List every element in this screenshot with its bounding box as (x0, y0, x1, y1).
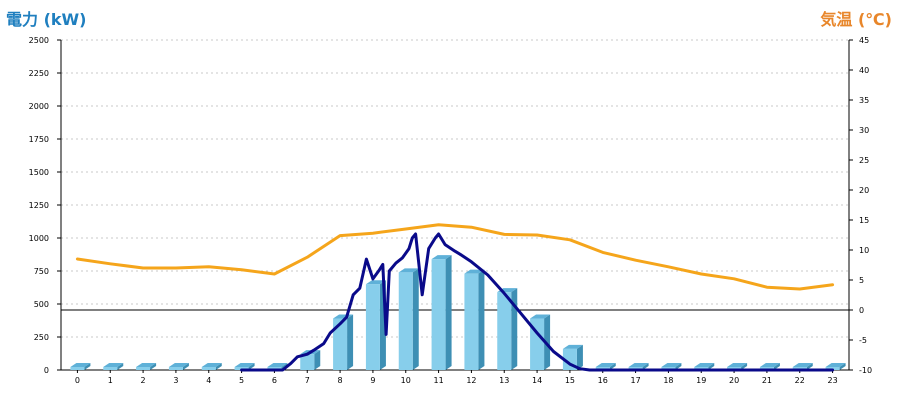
left-tick-label: 1500 (29, 168, 49, 177)
x-tick-label: 23 (827, 376, 837, 385)
left-tick-label: 2500 (29, 36, 49, 45)
x-tick-label: 6 (272, 376, 277, 385)
bar (234, 363, 255, 370)
x-tick-label: 18 (663, 376, 673, 385)
left-tick-label: 250 (34, 333, 49, 342)
x-tick-label: 10 (401, 376, 411, 385)
bar (464, 269, 485, 370)
x-tick-label: 12 (466, 376, 476, 385)
x-tick-label: 7 (305, 376, 310, 385)
x-tick-label: 1 (108, 376, 113, 385)
power-line (240, 232, 835, 372)
right-tick-label: -5 (859, 336, 867, 345)
right-tick-label: 25 (859, 156, 869, 165)
x-tick-label: 13 (499, 376, 509, 385)
left-tick-label: 0 (44, 366, 49, 375)
x-tick-label: 2 (141, 376, 146, 385)
right-axis-title: 気温 (℃) (820, 10, 892, 29)
left-tick-label: 1000 (29, 234, 49, 243)
x-tick-label: 15 (565, 376, 575, 385)
bar (201, 363, 222, 370)
right-tick-label: 15 (859, 216, 869, 225)
x-tick-label: 17 (630, 376, 640, 385)
bar (168, 363, 189, 370)
bar (136, 363, 157, 370)
x-tick-label: 0 (75, 376, 80, 385)
bar (70, 363, 91, 370)
right-tick-label: 35 (859, 96, 869, 105)
right-tick-label: 10 (859, 246, 869, 255)
x-tick-label: 21 (762, 376, 772, 385)
left-tick-label: 1750 (29, 135, 49, 144)
x-tick-label: 20 (729, 376, 739, 385)
right-tick-label: 20 (859, 186, 869, 195)
temperature-line (75, 223, 835, 291)
x-tick-label: 16 (598, 376, 608, 385)
right-tick-label: 45 (859, 36, 869, 45)
x-tick-label: 19 (696, 376, 706, 385)
left-tick-label: 2250 (29, 69, 49, 78)
bar (398, 268, 419, 370)
x-tick-label: 8 (338, 376, 343, 385)
left-tick-label: 750 (34, 267, 49, 276)
x-tick-label: 22 (795, 376, 805, 385)
right-tick-label: 40 (859, 66, 869, 75)
left-tick-label: 1250 (29, 201, 49, 210)
bar (300, 350, 321, 370)
x-tick-label: 14 (532, 376, 542, 385)
left-tick-label: 2000 (29, 102, 49, 111)
right-tick-label: -10 (859, 366, 872, 375)
bar (103, 363, 124, 370)
bar (431, 255, 452, 370)
right-tick-label: 0 (859, 306, 864, 315)
bar (497, 288, 518, 370)
x-tick-label: 3 (173, 376, 178, 385)
right-tick-label: 5 (859, 276, 864, 285)
x-tick-label: 4 (206, 376, 211, 385)
right-tick-label: 30 (859, 126, 869, 135)
x-tick-label: 5 (239, 376, 244, 385)
left-tick-label: 500 (34, 300, 49, 309)
bar (333, 314, 354, 370)
x-tick-label: 9 (370, 376, 375, 385)
x-tick-label: 11 (433, 376, 443, 385)
left-axis-title: 電力 (kW) (6, 10, 87, 29)
